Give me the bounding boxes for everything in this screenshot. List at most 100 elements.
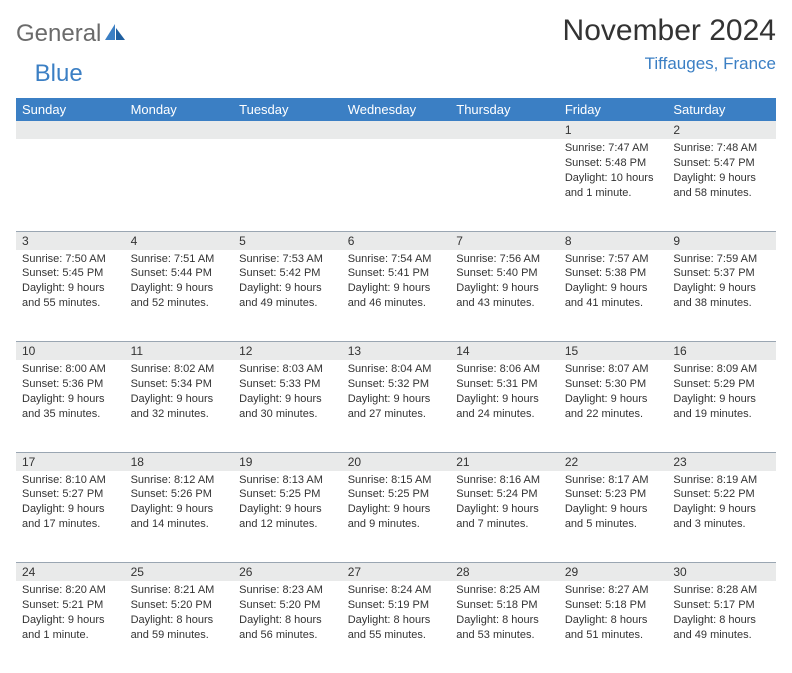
day-content: Sunrise: 7:56 AMSunset: 5:40 PMDaylight:… [450,250,559,315]
sunrise-line: Sunrise: 8:21 AM [131,583,228,598]
sunrise-line: Sunrise: 8:17 AM [565,473,662,488]
day-content: Sunrise: 8:16 AMSunset: 5:24 PMDaylight:… [450,471,559,536]
day-content: Sunrise: 7:53 AMSunset: 5:42 PMDaylight:… [233,250,342,315]
daylight-line-1: Daylight: 9 hours [565,392,662,407]
sunrise-line: Sunrise: 8:25 AM [456,583,553,598]
sunrise-line: Sunrise: 7:48 AM [673,141,770,156]
day-content: Sunrise: 8:24 AMSunset: 5:19 PMDaylight:… [342,581,451,646]
day-cell: Sunrise: 7:50 AMSunset: 5:45 PMDaylight:… [16,250,125,342]
day-number-cell: 7 [450,231,559,250]
sunset-line: Sunset: 5:31 PM [456,377,553,392]
sunrise-line: Sunrise: 7:50 AM [22,252,119,267]
day-cell: Sunrise: 8:28 AMSunset: 5:17 PMDaylight:… [667,581,776,673]
day-cell: Sunrise: 8:00 AMSunset: 5:36 PMDaylight:… [16,360,125,452]
daylight-line-2: and 59 minutes. [131,628,228,643]
dow-mon: Monday [125,98,234,121]
calendar-table: Sunday Monday Tuesday Wednesday Thursday… [16,98,776,673]
day-cell: Sunrise: 7:59 AMSunset: 5:37 PMDaylight:… [667,250,776,342]
day-cell: Sunrise: 7:47 AMSunset: 5:48 PMDaylight:… [559,139,668,231]
day-cell: Sunrise: 8:20 AMSunset: 5:21 PMDaylight:… [16,581,125,673]
sunset-line: Sunset: 5:38 PM [565,266,662,281]
day-number-cell [125,121,234,139]
daylight-line-2: and 12 minutes. [239,517,336,532]
day-cell: Sunrise: 8:03 AMSunset: 5:33 PMDaylight:… [233,360,342,452]
daylight-line-2: and 49 minutes. [673,628,770,643]
day-cell [450,139,559,231]
day-content: Sunrise: 8:03 AMSunset: 5:33 PMDaylight:… [233,360,342,425]
sunset-line: Sunset: 5:20 PM [239,598,336,613]
day-number-cell: 5 [233,231,342,250]
sunset-line: Sunset: 5:44 PM [131,266,228,281]
sunrise-line: Sunrise: 8:00 AM [22,362,119,377]
day-number-cell: 10 [16,342,125,361]
sunset-line: Sunset: 5:41 PM [348,266,445,281]
day-of-week-row: Sunday Monday Tuesday Wednesday Thursday… [16,98,776,121]
day-number-cell: 22 [559,452,668,471]
daylight-line-1: Daylight: 9 hours [239,281,336,296]
day-content: Sunrise: 8:13 AMSunset: 5:25 PMDaylight:… [233,471,342,536]
sunrise-line: Sunrise: 7:59 AM [673,252,770,267]
calendar-page: General November 2024 Tiffauges, France … [0,0,792,612]
day-cell: Sunrise: 8:17 AMSunset: 5:23 PMDaylight:… [559,471,668,563]
day-content: Sunrise: 8:23 AMSunset: 5:20 PMDaylight:… [233,581,342,646]
day-cell [233,139,342,231]
day-number-cell: 18 [125,452,234,471]
day-number-cell [450,121,559,139]
day-number-cell [16,121,125,139]
daylight-line-2: and 43 minutes. [456,296,553,311]
daylight-line-2: and 52 minutes. [131,296,228,311]
sunrise-line: Sunrise: 8:28 AM [673,583,770,598]
sunrise-line: Sunrise: 8:23 AM [239,583,336,598]
day-cell: Sunrise: 8:13 AMSunset: 5:25 PMDaylight:… [233,471,342,563]
day-number-cell: 12 [233,342,342,361]
day-number-cell: 15 [559,342,668,361]
daylight-line-1: Daylight: 10 hours [565,171,662,186]
dow-sun: Sunday [16,98,125,121]
day-cell [16,139,125,231]
sunset-line: Sunset: 5:37 PM [673,266,770,281]
sunset-line: Sunset: 5:26 PM [131,487,228,502]
day-cell: Sunrise: 8:04 AMSunset: 5:32 PMDaylight:… [342,360,451,452]
day-number-cell: 17 [16,452,125,471]
day-cell: Sunrise: 8:16 AMSunset: 5:24 PMDaylight:… [450,471,559,563]
sunrise-line: Sunrise: 7:47 AM [565,141,662,156]
title-block: November 2024 Tiffauges, France [563,14,776,74]
day-number-cell: 1 [559,121,668,139]
daylight-line-1: Daylight: 8 hours [131,613,228,628]
daylight-line-1: Daylight: 8 hours [348,613,445,628]
daylight-line-1: Daylight: 8 hours [456,613,553,628]
daylight-line-2: and 41 minutes. [565,296,662,311]
day-number-cell: 29 [559,563,668,582]
day-content: Sunrise: 8:15 AMSunset: 5:25 PMDaylight:… [342,471,451,536]
daylight-line-1: Daylight: 8 hours [565,613,662,628]
daylight-line-1: Daylight: 9 hours [673,171,770,186]
daylight-line-2: and 55 minutes. [348,628,445,643]
daylight-line-1: Daylight: 9 hours [673,392,770,407]
daylight-line-1: Daylight: 8 hours [673,613,770,628]
sunrise-line: Sunrise: 8:07 AM [565,362,662,377]
day-number-cell: 16 [667,342,776,361]
day-number-cell: 30 [667,563,776,582]
dow-sat: Saturday [667,98,776,121]
daylight-line-2: and 22 minutes. [565,407,662,422]
daylight-line-1: Daylight: 9 hours [673,281,770,296]
sunset-line: Sunset: 5:19 PM [348,598,445,613]
daylight-line-1: Daylight: 9 hours [456,392,553,407]
daylight-line-1: Daylight: 9 hours [456,502,553,517]
sunrise-line: Sunrise: 8:13 AM [239,473,336,488]
day-number-cell: 3 [16,231,125,250]
day-cell: Sunrise: 8:25 AMSunset: 5:18 PMDaylight:… [450,581,559,673]
day-number-row: 10111213141516 [16,342,776,361]
daylight-line-1: Daylight: 9 hours [348,281,445,296]
day-content: Sunrise: 7:50 AMSunset: 5:45 PMDaylight:… [16,250,125,315]
daylight-line-2: and 35 minutes. [22,407,119,422]
daylight-line-2: and 27 minutes. [348,407,445,422]
sunset-line: Sunset: 5:45 PM [22,266,119,281]
week-row: Sunrise: 8:10 AMSunset: 5:27 PMDaylight:… [16,471,776,563]
sunrise-line: Sunrise: 8:19 AM [673,473,770,488]
sunrise-line: Sunrise: 7:53 AM [239,252,336,267]
sunset-line: Sunset: 5:42 PM [239,266,336,281]
day-cell: Sunrise: 8:19 AMSunset: 5:22 PMDaylight:… [667,471,776,563]
daylight-line-2: and 55 minutes. [22,296,119,311]
location-label: Tiffauges, France [563,54,776,74]
